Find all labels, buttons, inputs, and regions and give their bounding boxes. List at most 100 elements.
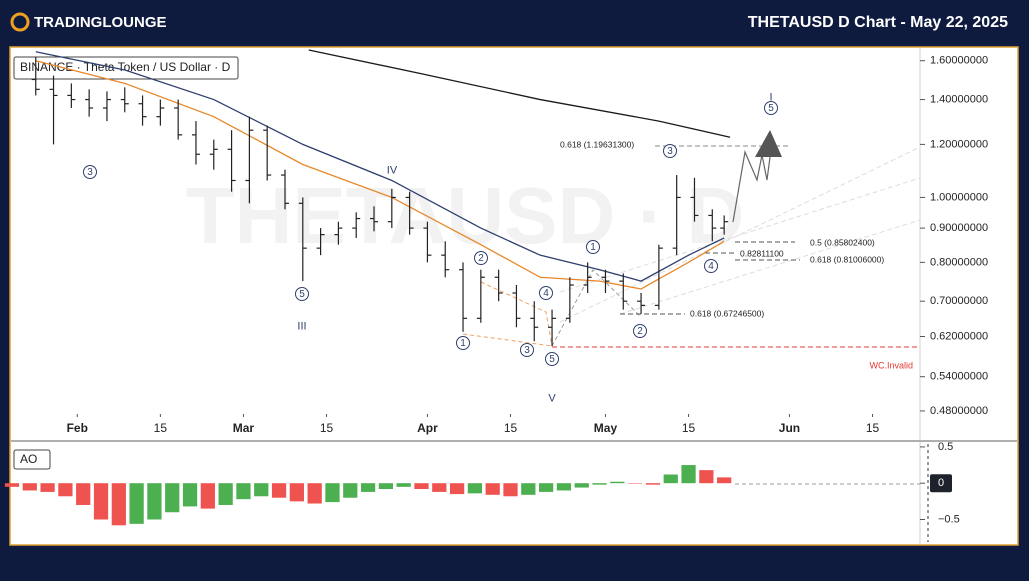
ao-bar [218, 483, 233, 505]
wave-label: 4 [543, 288, 549, 299]
wave-circle [295, 287, 309, 301]
ao-bar [129, 483, 144, 524]
wave-label: 2 [478, 253, 484, 264]
invalidation-label: WC.Invalid [869, 360, 913, 370]
ao-bar [717, 477, 732, 484]
y-tick-label: 0.48000000 [930, 405, 988, 417]
ao-bar [271, 483, 287, 498]
fib-label: 0.82811100 [740, 248, 784, 258]
ao-bar [378, 483, 394, 490]
target-triangle [755, 130, 782, 157]
x-tick-label: Apr [417, 421, 438, 435]
wave-circle [520, 343, 534, 357]
y-tick-label: 0.54000000 [930, 371, 988, 383]
wave-circle [663, 144, 677, 158]
x-tick-label: 15 [320, 421, 334, 435]
ao-bar [449, 483, 465, 495]
ao-bar [147, 483, 162, 520]
x-tick-label: Feb [67, 421, 88, 435]
wave-circle [764, 101, 778, 115]
ao-label: AO [20, 452, 37, 466]
ao-bar [592, 483, 607, 485]
ao-bar [663, 474, 678, 484]
wave-circle [704, 259, 718, 273]
logo-icon [10, 12, 30, 32]
ao-bar [111, 483, 126, 526]
y-tick-label: 1.20000000 [930, 138, 988, 150]
ao-bar [681, 465, 696, 484]
wave-circle [633, 324, 647, 338]
wave-label: 1 [590, 242, 596, 253]
y-tick-label: 0.70000000 [930, 295, 988, 307]
ao-bar [325, 483, 340, 503]
ao-bar [182, 483, 198, 507]
ao-bar [165, 483, 180, 513]
y-tick-label: 0.62000000 [930, 330, 988, 342]
ao-y-tick-label: 0.5 [938, 441, 953, 453]
ao-bar [396, 483, 411, 487]
ao-bar [521, 483, 536, 495]
wave-line [462, 333, 553, 347]
y-tick-label: 1.60000000 [930, 55, 988, 67]
y-tick-label: 0.90000000 [930, 222, 988, 234]
ao-bar [645, 483, 661, 485]
wave-label: 1 [460, 338, 466, 349]
fib-label: 0.618 (0.81006000) [810, 254, 884, 264]
ao-bar [307, 483, 322, 504]
moving-average [35, 51, 725, 282]
ao-bar [254, 483, 269, 497]
ao-bar [503, 483, 518, 497]
ao-bar [556, 483, 572, 491]
wave-label: I [769, 91, 772, 103]
wave-label: 4 [708, 261, 714, 272]
ao-bar [432, 483, 447, 492]
wave-circle [83, 165, 97, 179]
ao-y-tick-label: −0.5 [938, 513, 960, 525]
logo: TRADINGLOUNGE [34, 14, 167, 31]
ao-bar [485, 483, 500, 495]
wave-circle [539, 286, 553, 300]
watermark: THETAUSD · D [186, 171, 744, 260]
x-tick-label: May [594, 421, 618, 435]
ao-bar [93, 483, 109, 520]
moving-average [308, 49, 731, 138]
ao-bar [4, 483, 20, 487]
wave-circle [586, 240, 600, 254]
ao-bar [699, 470, 714, 484]
ao-bar [58, 483, 73, 497]
x-tick-label: Jun [779, 421, 800, 435]
projection-path [732, 141, 773, 223]
ao-bar [360, 483, 376, 492]
ao-bar [289, 483, 304, 502]
wave-label: 5 [768, 103, 774, 114]
fib-label: 0.5 (0.85802400) [810, 237, 875, 247]
ao-box [13, 449, 51, 470]
y-tick-label: 0.80000000 [930, 256, 988, 268]
ao-y-tick-label: 0 [938, 477, 944, 489]
ao-bar [628, 483, 643, 484]
wave-line [480, 281, 553, 347]
wave-circle [474, 251, 488, 265]
wave-label: 3 [667, 146, 673, 157]
symbol-box [13, 56, 239, 80]
wave-label: 5 [549, 354, 555, 365]
ao-bar [538, 483, 554, 492]
wave-label: V [548, 392, 556, 404]
x-tick-label: Mar [233, 421, 255, 435]
x-tick-label: 15 [504, 421, 518, 435]
y-tick-label: 1.40000000 [930, 93, 988, 105]
fib-label: 0.618 (0.67246500) [690, 308, 764, 318]
x-tick-label: 15 [154, 421, 168, 435]
chart-frame [9, 46, 1019, 546]
wave-circle [456, 336, 470, 350]
channel-line [559, 177, 921, 293]
ao-bar [574, 483, 589, 488]
ao-value-box [930, 474, 952, 493]
page-title: THETAUSD D Chart - May 22, 2025 [748, 14, 1008, 31]
ao-bar [40, 483, 55, 492]
symbol-label: BINANCE · Theta Token / US Dollar · D [20, 60, 231, 74]
ao-bar [610, 481, 625, 484]
x-tick-label: 15 [866, 421, 880, 435]
